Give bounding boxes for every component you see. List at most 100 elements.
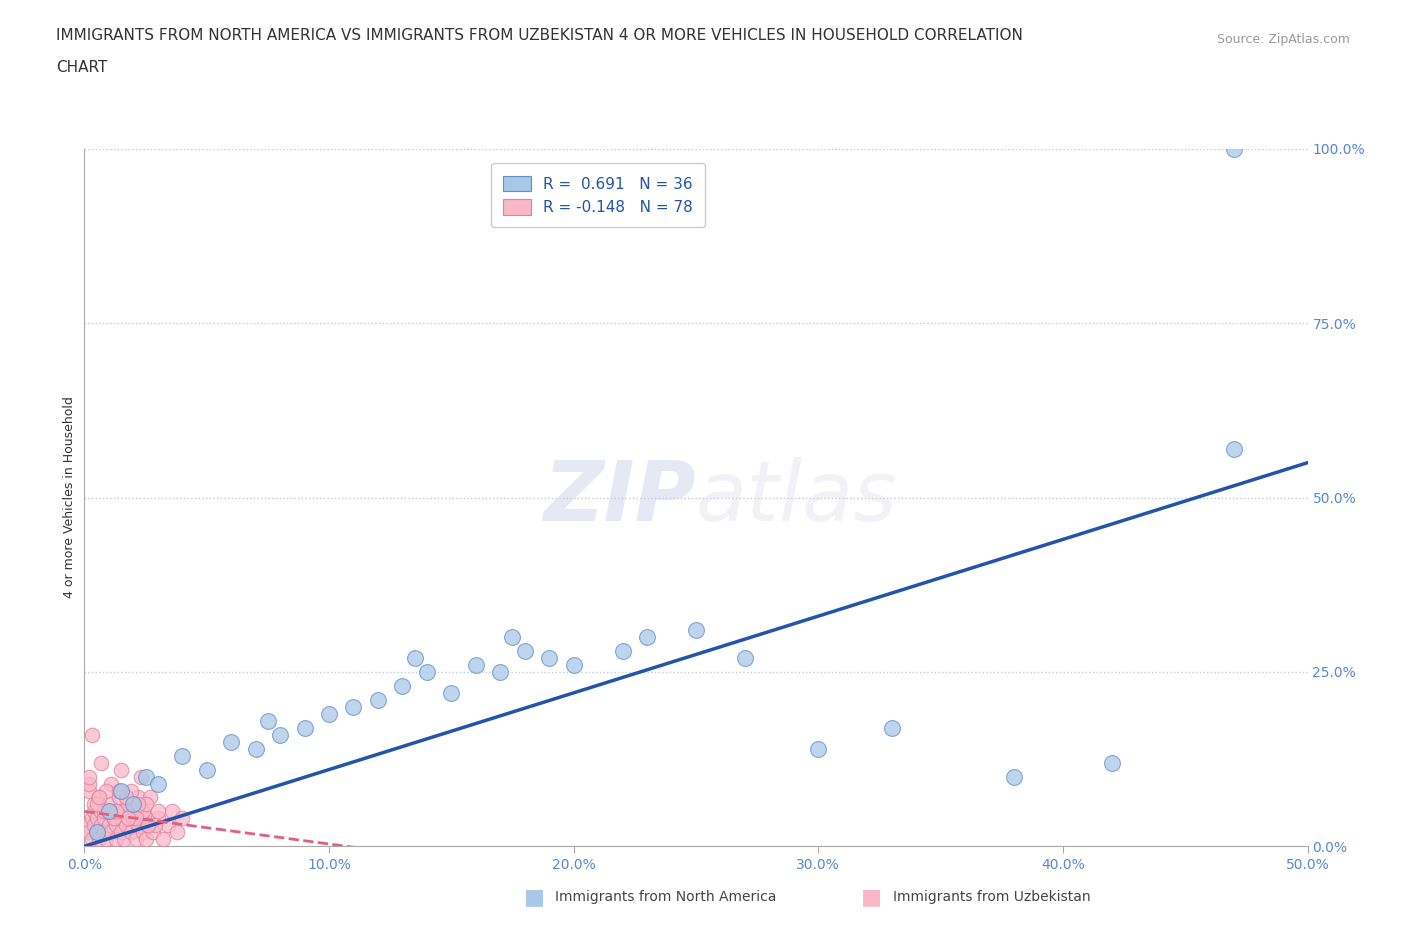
Point — [156, 818, 179, 833]
Point — [110, 763, 132, 777]
Point — [129, 804, 152, 819]
Point — [1223, 141, 1246, 156]
Point — [129, 769, 152, 784]
Point — [103, 811, 125, 826]
Point — [112, 832, 135, 847]
Point — [416, 665, 439, 680]
Point — [139, 790, 162, 805]
Point — [219, 735, 242, 750]
Point — [90, 818, 112, 833]
Point — [142, 825, 165, 840]
Point — [105, 804, 128, 819]
Point — [107, 804, 129, 819]
Point — [97, 797, 120, 812]
Point — [562, 658, 585, 672]
Point — [489, 665, 512, 680]
Point — [135, 769, 157, 784]
Point — [685, 623, 707, 638]
Point — [97, 818, 120, 833]
Text: Source: ZipAtlas.com: Source: ZipAtlas.com — [1216, 33, 1350, 46]
Point — [172, 748, 194, 763]
Point — [195, 763, 218, 777]
Point — [294, 720, 316, 735]
Point — [96, 783, 118, 798]
Point — [135, 797, 157, 812]
Point — [440, 685, 463, 700]
Text: ■: ■ — [862, 887, 882, 908]
Y-axis label: 4 or more Vehicles in Household: 4 or more Vehicles in Household — [63, 396, 76, 599]
Point — [87, 797, 110, 812]
Point — [97, 804, 120, 819]
Point — [77, 776, 100, 790]
Point — [96, 832, 118, 847]
Text: CHART: CHART — [56, 60, 108, 75]
Point — [807, 741, 830, 756]
Point — [83, 797, 105, 812]
Point — [97, 804, 120, 819]
Point — [125, 832, 148, 847]
Point — [122, 811, 145, 826]
Point — [105, 818, 128, 833]
Point — [162, 804, 184, 819]
Point — [93, 825, 115, 840]
Point — [110, 825, 132, 840]
Point — [172, 811, 194, 826]
Point — [342, 699, 364, 714]
Point — [86, 811, 108, 826]
Point — [636, 630, 658, 644]
Point — [127, 790, 149, 805]
Point — [501, 630, 523, 644]
Point — [120, 783, 142, 798]
Point — [90, 804, 112, 819]
Point — [77, 825, 100, 840]
Point — [110, 811, 132, 826]
Point — [1002, 769, 1025, 784]
Point — [93, 811, 115, 826]
Point — [90, 755, 112, 770]
Point — [132, 825, 155, 840]
Point — [100, 776, 122, 790]
Point — [166, 825, 188, 840]
Text: ZIP: ZIP — [543, 457, 696, 538]
Point — [125, 811, 148, 826]
Point — [135, 811, 157, 826]
Point — [318, 707, 340, 722]
Text: IMMIGRANTS FROM NORTH AMERICA VS IMMIGRANTS FROM UZBEKISTAN 4 OR MORE VEHICLES I: IMMIGRANTS FROM NORTH AMERICA VS IMMIGRA… — [56, 28, 1024, 43]
Point — [87, 832, 110, 847]
Point — [127, 797, 149, 812]
Point — [86, 825, 108, 840]
Point — [464, 658, 486, 672]
Point — [612, 644, 634, 658]
Point — [135, 832, 157, 847]
Point — [391, 679, 413, 694]
Point — [93, 804, 115, 819]
Point — [152, 832, 174, 847]
Point — [103, 811, 125, 826]
Point — [880, 720, 903, 735]
Point — [80, 811, 103, 826]
Point — [87, 790, 110, 805]
Point — [112, 804, 135, 819]
Point — [257, 713, 280, 728]
Point — [143, 818, 166, 833]
Point — [367, 692, 389, 708]
Point — [120, 825, 142, 840]
Point — [115, 818, 138, 833]
Point — [80, 727, 103, 742]
Point — [77, 769, 100, 784]
Point — [80, 832, 103, 847]
Point — [122, 797, 145, 812]
Point — [136, 818, 159, 833]
Text: atlas: atlas — [696, 457, 897, 538]
Point — [245, 741, 267, 756]
Point — [1223, 442, 1246, 457]
Point — [100, 825, 122, 840]
Point — [404, 651, 426, 666]
Point — [146, 811, 169, 826]
Text: Immigrants from Uzbekistan: Immigrants from Uzbekistan — [893, 890, 1091, 905]
Point — [77, 783, 100, 798]
Point — [76, 818, 98, 833]
Point — [86, 825, 108, 840]
Point — [132, 804, 155, 819]
Point — [146, 804, 169, 819]
